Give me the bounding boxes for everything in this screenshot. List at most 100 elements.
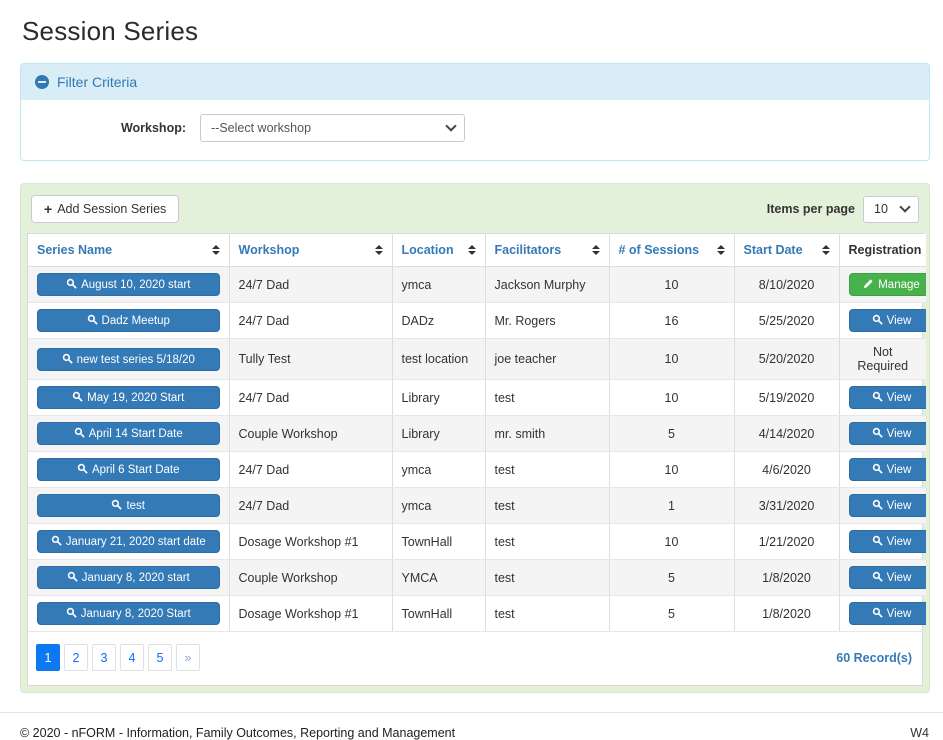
series-name-cell: test	[28, 487, 230, 524]
filter-criteria-panel: Filter Criteria Workshop: --Select works…	[20, 63, 930, 161]
workshop-select[interactable]: --Select workshop	[200, 114, 465, 142]
sessions-count-cell: 1	[609, 487, 735, 524]
series-name-label: new test series 5/18/20	[76, 353, 195, 366]
view-button[interactable]: View	[848, 458, 926, 481]
facilitators-cell: joe teacher	[485, 338, 610, 380]
series-name-label: August 10, 2020 start	[81, 279, 191, 291]
view-button[interactable]: View	[848, 422, 926, 445]
view-button[interactable]: View	[848, 309, 926, 332]
table-row: May 19, 2020 Start 24/7 Dad Library test 10 5…	[28, 379, 926, 416]
facilitators-cell: Jackson Murphy	[485, 266, 610, 303]
sessions-count-cell: 10	[609, 451, 735, 488]
sort-icon	[716, 245, 725, 255]
table-row: April 14 Start Date Couple Workshop Librar…	[28, 415, 926, 452]
next-page-button[interactable]: »	[176, 644, 200, 671]
workshop-cell: Couple Workshop	[229, 559, 393, 596]
registration-button-label: View	[886, 464, 912, 476]
series-name-label: April 6 Start Date	[91, 464, 180, 476]
location-cell: TownHall	[392, 595, 486, 632]
column-header-facilitators[interactable]: Facilitators	[485, 234, 610, 267]
workshop-select-wrap: --Select workshop	[200, 114, 465, 142]
sessions-count-cell: 10	[609, 266, 735, 303]
magnifier-icon	[74, 427, 85, 438]
page-footer: © 2020 - nFORM - Information, Family Out…	[0, 712, 943, 740]
filter-criteria-title: Filter Criteria	[57, 74, 138, 90]
table-row: test 24/7 Dad ymca test 1 3/31/2020 View	[28, 487, 926, 524]
start-date-cell: 1/8/2020	[734, 595, 840, 632]
view-button[interactable]: View	[848, 386, 926, 409]
series-name-button[interactable]: new test series 5/18/20	[37, 347, 220, 371]
series-name-button[interactable]: test	[37, 494, 220, 517]
series-name-button[interactable]: August 10, 2020 start	[37, 273, 220, 296]
magnifier-icon	[872, 314, 883, 325]
magnifier-icon	[872, 463, 883, 474]
sort-icon	[821, 245, 830, 255]
column-header-location[interactable]: Location	[392, 234, 486, 267]
series-name-button[interactable]: January 8, 2020 start	[37, 566, 220, 589]
facilitators-cell: mr. smith	[485, 415, 610, 452]
workshop-cell: Tully Test	[229, 338, 393, 380]
start-date-cell: 5/20/2020	[734, 338, 840, 380]
magnifier-icon	[872, 427, 883, 438]
series-name-button[interactable]: January 21, 2020 start date	[37, 530, 220, 553]
sort-icon	[374, 245, 383, 255]
page-button-1[interactable]: 1	[36, 644, 60, 671]
manage-button[interactable]: Manage	[848, 273, 926, 296]
workshop-cell: 24/7 Dad	[229, 451, 393, 488]
pagination: 1 2 3 4 5»	[36, 644, 200, 671]
items-per-page-select[interactable]: 10	[863, 195, 919, 223]
facilitators-cell: test	[485, 379, 610, 416]
magnifier-icon	[87, 314, 98, 325]
registration-button-label: View	[886, 428, 912, 440]
page-button-4[interactable]: 4	[120, 644, 144, 671]
facilitators-cell: test	[485, 523, 610, 560]
add-session-series-button[interactable]: + Add Session Series	[31, 195, 180, 223]
series-name-button[interactable]: Dadz Meetup	[37, 309, 220, 332]
series-name-button[interactable]: April 6 Start Date	[37, 458, 220, 481]
workshop-cell: 24/7 Dad	[229, 302, 393, 339]
session-series-table: Series Name Workshop Location Facilitators #…	[28, 234, 926, 632]
workshop-cell: Dosage Workshop #1	[229, 523, 393, 560]
series-name-cell: January 8, 2020 start	[28, 559, 230, 596]
column-header-workshop[interactable]: Workshop	[229, 234, 393, 267]
location-cell: DADz	[392, 302, 486, 339]
column-header-start-date[interactable]: Start Date	[734, 234, 840, 267]
magnifier-icon	[872, 535, 883, 546]
registration-button-label: View	[886, 315, 912, 327]
magnifier-icon	[66, 607, 77, 618]
add-session-series-label: Add Session Series	[57, 202, 167, 216]
magnifier-icon	[67, 571, 78, 582]
series-name-button[interactable]: April 14 Start Date	[37, 422, 220, 445]
magnifier-icon	[872, 607, 883, 618]
series-name-label: January 8, 2020 Start	[80, 608, 191, 620]
start-date-cell: 3/31/2020	[734, 487, 840, 524]
registration-button-label: View	[886, 608, 912, 620]
view-button[interactable]: View	[848, 494, 926, 517]
view-button[interactable]: View	[848, 602, 926, 625]
view-button[interactable]: View	[848, 566, 926, 589]
registration-button-label: View	[886, 500, 912, 512]
column-header-label: Series Name	[37, 243, 113, 257]
page-button-5[interactable]: 5	[148, 644, 172, 671]
column-header--of-sessions[interactable]: # of Sessions	[609, 234, 735, 267]
footer-version: W4	[910, 726, 929, 740]
series-name-button[interactable]: January 8, 2020 Start	[37, 602, 220, 625]
view-button[interactable]: View	[848, 530, 926, 553]
series-name-button[interactable]: May 19, 2020 Start	[37, 386, 220, 409]
table-row: new test series 5/18/20 Tully Test test lo…	[28, 338, 926, 380]
series-name-label: January 8, 2020 start	[81, 572, 190, 584]
table-header-row: Series Name Workshop Location Facilitators #…	[28, 234, 926, 267]
series-name-cell: August 10, 2020 start	[28, 266, 230, 303]
registration-cell: View	[839, 559, 926, 596]
page-button-3[interactable]: 3	[92, 644, 116, 671]
filter-criteria-header[interactable]: Filter Criteria	[21, 64, 929, 100]
sort-icon	[591, 245, 600, 255]
magnifier-icon	[77, 463, 88, 474]
minus-circle-icon[interactable]	[35, 75, 49, 89]
page-button-2[interactable]: 2	[64, 644, 88, 671]
sort-icon	[467, 245, 476, 255]
column-header-series-name[interactable]: Series Name	[28, 234, 230, 267]
table-row: August 10, 2020 start 24/7 Dad ymca Jackson…	[28, 266, 926, 303]
start-date-cell: 1/21/2020	[734, 523, 840, 560]
table-row: April 6 Start Date 24/7 Dad ymca test 10 4/6/…	[28, 451, 926, 488]
